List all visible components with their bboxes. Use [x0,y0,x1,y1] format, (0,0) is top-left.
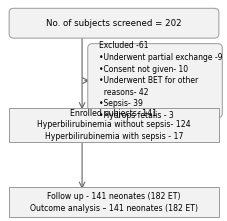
Text: Excluded -61
•Underwent partial exchange -9
•Consent not given- 10
•Underwent BE: Excluded -61 •Underwent partial exchange… [99,41,222,120]
Text: Follow up - 141 neonates (182 ET)
Outcome analysis – 141 neonates (182 ET): Follow up - 141 neonates (182 ET) Outcom… [30,192,197,213]
FancyBboxPatch shape [9,108,218,142]
FancyBboxPatch shape [9,8,218,38]
Text: No. of subjects screened = 202: No. of subjects screened = 202 [46,19,181,28]
FancyBboxPatch shape [9,187,218,217]
Text: Enrolled subjects- 141
Hyperbilirubinemia without sepsis- 124
Hyperbilirubinemia: Enrolled subjects- 141 Hyperbilirubinemi… [37,109,190,141]
FancyBboxPatch shape [87,44,221,118]
